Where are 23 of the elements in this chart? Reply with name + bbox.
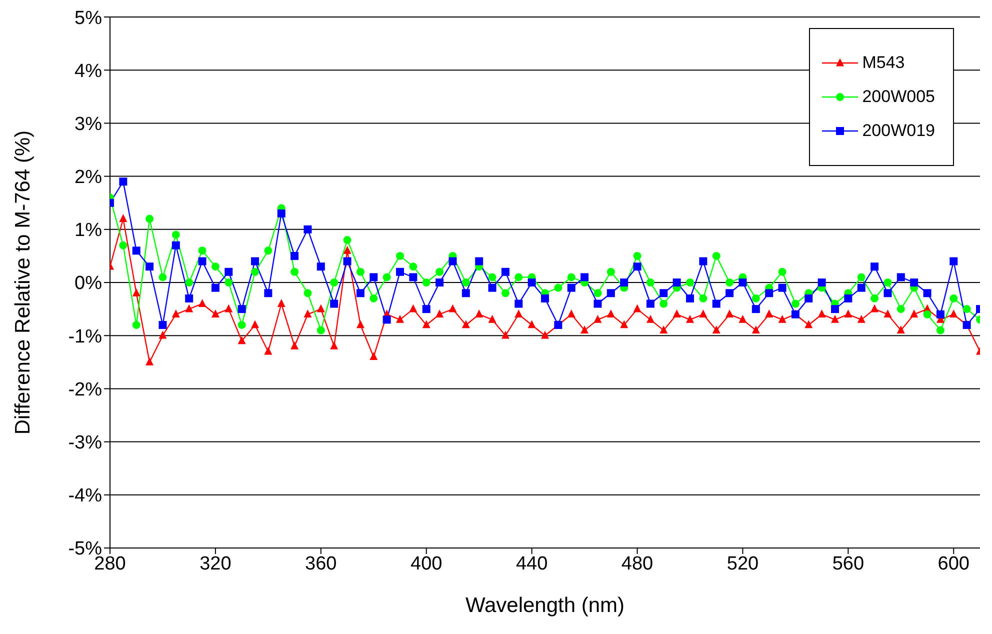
- x-tick-label: 440: [516, 553, 548, 574]
- x-tick-label: 560: [832, 553, 864, 574]
- y-tick-label: 5%: [74, 8, 102, 29]
- y-tick-label: -2%: [68, 379, 102, 400]
- y-tick-label: 4%: [74, 60, 102, 82]
- legend-label: M543: [862, 53, 905, 73]
- y-tick-label: 0%: [74, 273, 102, 294]
- x-tick-label: 400: [410, 553, 442, 574]
- x-axis-title: Wavelength (nm): [465, 594, 625, 617]
- y-tick-label: -1%: [68, 326, 102, 348]
- x-tick-label: 480: [621, 553, 654, 574]
- x-tick-label: 600: [938, 553, 970, 574]
- y-tick-label: 2%: [74, 167, 102, 188]
- y-tick-label: -3%: [68, 432, 102, 454]
- y-axis-title: Difference Relative to M-764 (%): [11, 130, 34, 435]
- x-tick-label: 520: [726, 553, 759, 574]
- y-tick-label: 1%: [74, 220, 102, 242]
- x-tick-label: 320: [200, 553, 232, 574]
- legend-label: 200W019: [862, 121, 935, 141]
- y-tick-label: 3%: [74, 114, 102, 135]
- y-tick-label: -4%: [68, 486, 102, 507]
- x-tick-label: 360: [305, 553, 337, 574]
- legend-label: 200W005: [862, 87, 935, 107]
